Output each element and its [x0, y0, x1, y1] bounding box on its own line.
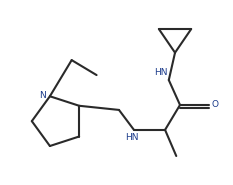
Text: HN: HN [125, 133, 138, 142]
Text: N: N [40, 90, 46, 100]
Text: O: O [211, 100, 218, 110]
Text: HN: HN [154, 68, 168, 77]
